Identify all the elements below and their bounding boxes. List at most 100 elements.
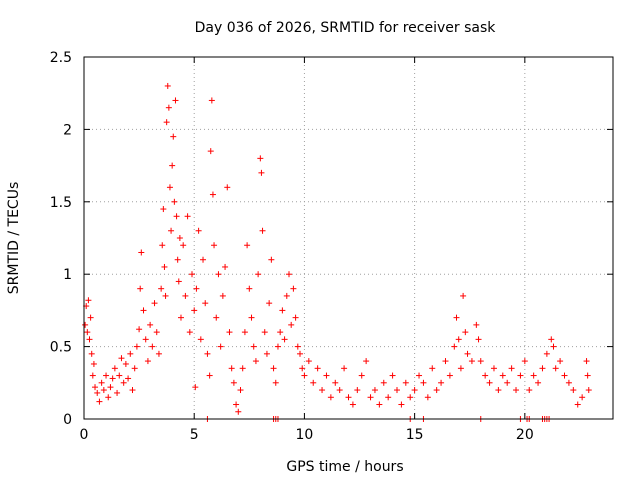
- data-point-0-46: [164, 82, 171, 89]
- data-point-0-54: [173, 213, 180, 220]
- data-point-0-176: [539, 365, 546, 372]
- data-point-0-58: [177, 314, 184, 321]
- data-point-0-79: [217, 343, 224, 350]
- data-point-0-165: [490, 365, 497, 372]
- chart-title: Day 036 of 2026, SRMTID for receiver sas…: [195, 20, 497, 36]
- data-point-0-56: [175, 278, 182, 285]
- data-point-0-92: [246, 285, 253, 292]
- data-point-0-97: [257, 155, 264, 162]
- x-axis-label: GPS time / hours: [286, 459, 403, 475]
- data-point-0-159: [468, 358, 475, 365]
- data-point-0-77: [213, 314, 220, 321]
- data-point-0-32: [140, 307, 147, 314]
- data-point-0-168: [504, 379, 511, 386]
- data-point-0-104: [270, 365, 277, 372]
- data-point-0-118: [301, 372, 308, 379]
- data-point-0-157: [462, 329, 469, 336]
- data-point-0-185: [574, 401, 581, 408]
- data-point-0-9: [92, 384, 99, 391]
- data-point-0-45: [163, 119, 170, 126]
- data-point-0-87: [235, 408, 242, 415]
- data-point-0-88: [237, 387, 244, 394]
- data-point-0-81: [222, 263, 229, 270]
- data-point-0-133: [367, 394, 374, 401]
- data-point-0-107: [277, 329, 284, 336]
- data-point-0-44: [162, 292, 169, 299]
- data-point-0-36: [149, 343, 156, 350]
- data-point-0-29: [136, 326, 143, 333]
- x-tick-label-3: 15: [406, 427, 424, 443]
- data-point-0-108: [279, 307, 286, 314]
- data-point-0-0: [82, 321, 89, 328]
- data-point-0-154: [455, 336, 462, 343]
- data-point-0-101: [263, 350, 270, 357]
- y-axis-label: SRMTID / TECUs: [6, 182, 22, 295]
- data-point-0-151: [446, 372, 453, 379]
- data-point-0-103: [268, 256, 275, 263]
- data-point-0-134: [371, 387, 378, 394]
- grid: [84, 57, 613, 419]
- data-point-0-37: [151, 300, 158, 307]
- data-point-0-95: [252, 358, 259, 365]
- data-point-0-47: [165, 104, 172, 111]
- data-point-0-181: [557, 358, 564, 365]
- data-point-0-10: [94, 389, 101, 396]
- data-point-0-166: [495, 387, 502, 394]
- data-point-0-90: [241, 329, 248, 336]
- data-point-0-179: [550, 343, 557, 350]
- data-point-0-160: [473, 321, 480, 328]
- data-point-0-41: [159, 242, 166, 249]
- data-point-0-130: [354, 387, 361, 394]
- data-point-0-99: [259, 227, 266, 234]
- data-point-0-71: [204, 350, 211, 357]
- y-tick-label-4: 2: [63, 122, 72, 138]
- data-point-0-69: [200, 256, 207, 263]
- data-point-0-43: [161, 263, 168, 270]
- data-point-0-114: [292, 314, 299, 321]
- data-point-0-85: [230, 379, 237, 386]
- data-point-0-113: [290, 285, 297, 292]
- data-point-0-51: [170, 133, 177, 140]
- data-point-0-83: [226, 329, 233, 336]
- data-point-0-78: [215, 271, 222, 278]
- data-point-0-73: [207, 148, 214, 155]
- data-point-0-22: [120, 379, 127, 386]
- data-point-0-110: [283, 292, 290, 299]
- x-tick-label-0: 0: [80, 427, 89, 443]
- data-point-0-13: [100, 387, 107, 394]
- data-point-0-142: [407, 394, 414, 401]
- data-point-0-30: [137, 285, 144, 292]
- y-tick-label-2: 1: [63, 267, 72, 283]
- data-point-0-119: [305, 358, 312, 365]
- data-point-0-170: [513, 387, 520, 394]
- data-point-0-186: [579, 394, 586, 401]
- data-point-0-38: [153, 329, 160, 336]
- data-point-0-158: [464, 350, 471, 357]
- data-point-0-19: [114, 389, 121, 396]
- data-point-0-42: [160, 206, 167, 213]
- y-tick-label-5: 2.5: [50, 50, 72, 66]
- data-point-0-5: [87, 314, 94, 321]
- data-point-0-40: [158, 285, 165, 292]
- data-point-0-162: [477, 358, 484, 365]
- data-point-0-145: [420, 379, 427, 386]
- data-point-0-102: [266, 300, 273, 307]
- data-point-0-57: [176, 235, 183, 241]
- data-point-0-127: [341, 365, 348, 372]
- data-point-0-96: [255, 271, 262, 278]
- data-point-0-50: [169, 162, 176, 169]
- data-point-0-146: [424, 394, 431, 401]
- data-point-0-55: [174, 256, 181, 263]
- data-point-0-172: [521, 358, 528, 365]
- data-point-0-144: [416, 372, 423, 379]
- data-point-0-115: [294, 343, 301, 350]
- data-point-0-177: [543, 350, 550, 357]
- data-point-0-137: [385, 394, 392, 401]
- data-point-0-23: [122, 360, 129, 367]
- data-point-0-112: [288, 321, 295, 328]
- data-point-0-48: [166, 184, 173, 191]
- data-point-0-125: [332, 379, 339, 386]
- data-point-0-175: [535, 379, 542, 386]
